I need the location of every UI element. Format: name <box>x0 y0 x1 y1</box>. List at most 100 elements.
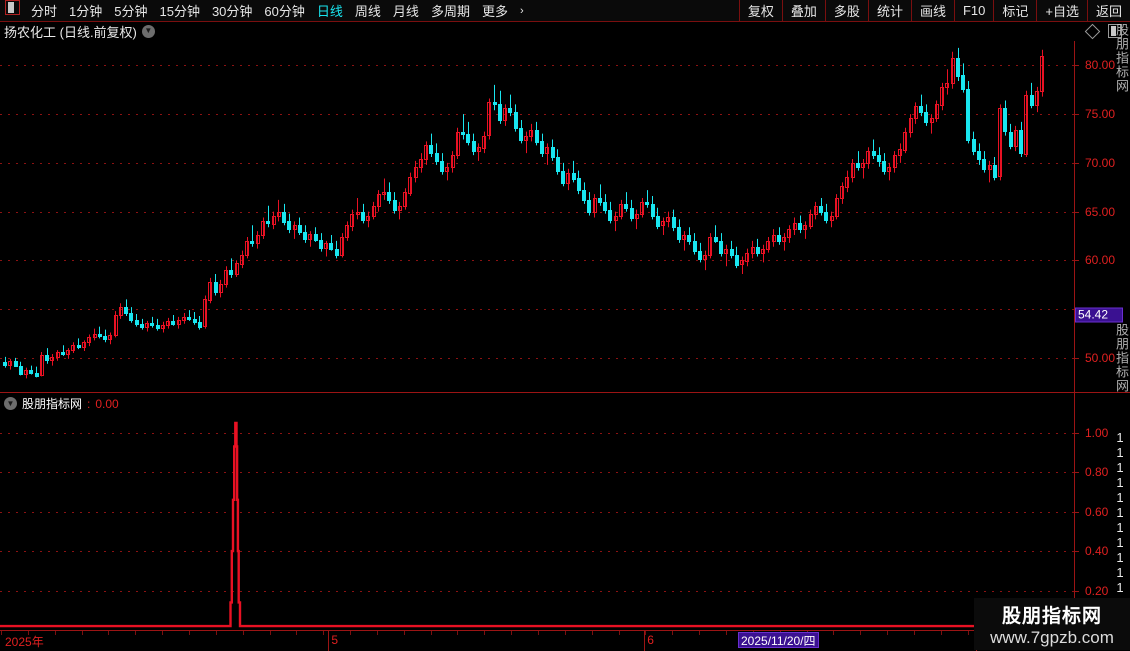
indicator-value: 0.00 <box>95 396 119 411</box>
time-axis-minor-tick <box>376 631 378 635</box>
indicator-axis-tick <box>1075 551 1079 552</box>
page-title: 扬农化工 (日线.前复权) <box>4 24 137 40</box>
action-button-add-favorite[interactable]: +自选 <box>1036 0 1087 21</box>
main-chart-pane[interactable] <box>0 41 1074 392</box>
digit-column-item: 1 <box>1116 445 1124 460</box>
period-button-daily[interactable]: 日线 <box>316 4 343 19</box>
time-axis-minor-tick <box>269 631 271 635</box>
digit-column: 111111111111 <box>1112 430 1128 610</box>
indicator-pane[interactable] <box>0 413 1074 630</box>
stock-title-bar: 扬农化工 (日线.前复权) ▼ <box>0 21 1130 41</box>
time-axis-minor-tick <box>188 631 190 635</box>
panel-toggle-icon[interactable] <box>1108 24 1122 38</box>
time-axis-minor-tick <box>510 631 512 635</box>
period-button-5min[interactable]: 5分钟 <box>114 4 148 19</box>
diamond-icon[interactable] <box>1084 23 1101 39</box>
indicator-separator: : <box>87 396 91 411</box>
digit-column-item: 1 <box>1116 505 1124 520</box>
action-button-fuquan[interactable]: 复权 <box>738 0 782 21</box>
period-button-group: 分时 1分钟 5分钟 15分钟 30分钟 60分钟 日线 周线 月线 多周期 更… <box>0 0 530 21</box>
chevron-down-icon[interactable]: ▼ <box>141 24 155 38</box>
time-axis-label: 6 <box>647 633 654 647</box>
time-axis-minor-tick <box>591 631 593 635</box>
time-axis-minor-tick <box>215 631 217 635</box>
digit-column-item: 1 <box>1116 460 1124 475</box>
digit-column-item: 1 <box>1116 430 1124 445</box>
price-axis-label: 70.00 <box>1085 155 1116 170</box>
indicator-axis-tick <box>1075 591 1079 592</box>
time-axis-minor-tick <box>859 631 861 635</box>
price-axis-label: 75.00 <box>1085 107 1116 122</box>
indicator-axis-label: 0.20 <box>1085 583 1109 598</box>
vertical-watermark: 股朋指标网 股朋指标网 <box>1110 23 1130 630</box>
price-axis[interactable]: 80.00 75.00 70.00 65.00 60.00 50.00 54.42 1.00 0… <box>1074 41 1130 630</box>
indicator-axis-label: 0.60 <box>1085 504 1109 519</box>
digit-column-item: 1 <box>1116 475 1124 490</box>
time-axis-minor-tick <box>322 631 324 635</box>
time-axis-minor-tick <box>886 631 888 635</box>
price-axis-tick <box>1075 358 1079 359</box>
period-button-more[interactable]: 更多 <box>481 4 508 19</box>
period-button-monthly[interactable]: 月线 <box>392 4 419 19</box>
time-axis-minor-tick <box>832 631 834 635</box>
time-axis-minor-tick <box>913 631 915 635</box>
time-axis-minor-tick <box>161 631 163 635</box>
price-axis-label: 50.00 <box>1085 350 1116 365</box>
chevron-right-icon[interactable]: › <box>519 4 524 17</box>
vertical-watermark-text-2: 股朋指标网 <box>1114 323 1129 393</box>
candlestick-chart <box>0 47 1074 379</box>
period-button-30min[interactable]: 30分钟 <box>211 4 253 19</box>
time-axis-minor-tick <box>27 631 29 635</box>
time-axis-minor-tick <box>242 631 244 635</box>
action-button-duogu[interactable]: 多股 <box>824 0 868 21</box>
indicator-header: ▼ 股朋指标网 : 0.00 <box>0 395 119 412</box>
chevron-down-icon[interactable]: ▼ <box>4 397 17 410</box>
price-axis-tick <box>1075 260 1079 261</box>
time-axis-minor-tick <box>134 631 136 635</box>
time-axis-minor-tick <box>967 631 969 635</box>
time-axis-minor-tick <box>107 631 109 635</box>
period-button-multi[interactable]: 多周期 <box>430 4 470 19</box>
action-button-huaxian[interactable]: 画线 <box>910 0 954 21</box>
digit-column-item: 1 <box>1116 535 1124 550</box>
time-axis-minor-tick <box>698 631 700 635</box>
watermark-url: www.7gpzb.com <box>990 627 1114 647</box>
time-axis-minor-tick <box>349 631 351 635</box>
period-button-1min[interactable]: 1分钟 <box>69 4 103 19</box>
time-axis-minor-tick <box>54 631 56 635</box>
time-axis-minor-tick <box>644 631 646 635</box>
pane-divider <box>0 392 1074 393</box>
time-axis[interactable]: 2025年56789101112025/11/20/四 <box>0 630 1074 651</box>
period-button-15min[interactable]: 15分钟 <box>159 4 200 19</box>
time-cursor-badge: 2025/11/20/四 <box>738 632 819 648</box>
axis-pane-divider <box>1075 392 1130 393</box>
period-button-weekly[interactable]: 周线 <box>354 4 381 19</box>
panel-toggle-icon[interactable] <box>5 0 20 15</box>
action-button-f10[interactable]: F10 <box>953 0 993 21</box>
digit-column-item: 1 <box>1116 580 1124 595</box>
indicator-axis-tick <box>1075 433 1079 434</box>
action-button-diejia[interactable]: 叠加 <box>781 0 825 21</box>
time-axis-minor-tick <box>483 631 485 635</box>
digit-column-item: 1 <box>1116 490 1124 505</box>
time-axis-divider <box>328 631 329 651</box>
action-button-back[interactable]: 返回 <box>1086 0 1130 21</box>
time-axis-label: 2025年 <box>5 635 44 649</box>
action-button-biaoji[interactable]: 标记 <box>993 0 1036 21</box>
indicator-axis-label: 0.40 <box>1085 544 1109 559</box>
period-button-60min[interactable]: 60分钟 <box>264 4 305 19</box>
indicator-line-chart <box>0 421 1074 628</box>
price-axis-tick <box>1075 163 1079 164</box>
time-axis-minor-tick <box>618 631 620 635</box>
time-axis-minor-tick <box>430 631 432 635</box>
indicator-name: 股朋指标网 <box>22 397 83 411</box>
vertical-watermark-text-1: 股朋指标网 <box>1114 23 1129 93</box>
time-axis-minor-tick <box>456 631 458 635</box>
action-button-tongji[interactable]: 统计 <box>867 0 911 21</box>
period-button-fenshi[interactable]: 分时 <box>31 4 58 19</box>
price-axis-tick <box>1075 65 1079 66</box>
time-axis-minor-tick <box>671 631 673 635</box>
digit-column-item: 1 <box>1116 550 1124 565</box>
indicator-axis-tick <box>1075 472 1079 473</box>
indicator-axis-label: 1.00 <box>1085 425 1109 440</box>
